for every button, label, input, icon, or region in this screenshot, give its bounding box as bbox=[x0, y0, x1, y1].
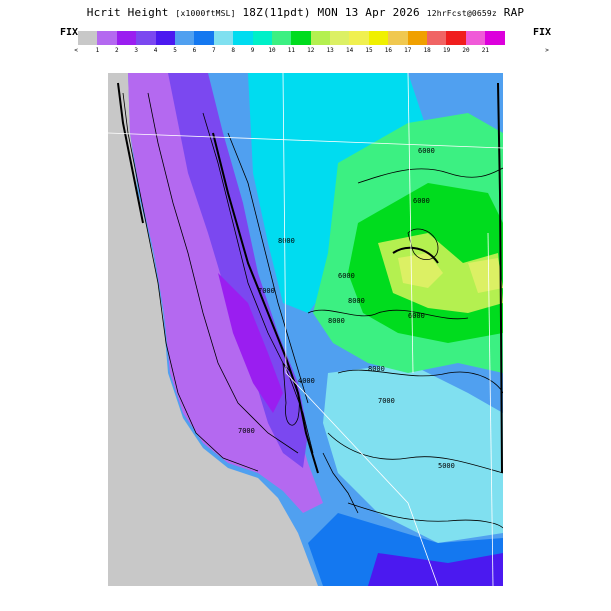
legend-swatch bbox=[233, 31, 253, 45]
legend-tick-label: 12 bbox=[307, 47, 315, 54]
legend-tick-row: < 1 2 3 4 5 6 7 8 9 10 11 12 13 14 15 16 17 18 19 20 21 > bbox=[74, 47, 549, 57]
legend-swatch bbox=[155, 31, 175, 45]
fix-label-left: FIX bbox=[60, 27, 79, 38]
contour-label: 5000 bbox=[438, 462, 455, 470]
title-valid-time: 18Z(11pdt) MON 13 Apr 2026 bbox=[242, 6, 420, 19]
color-legend bbox=[78, 31, 505, 45]
legend-greater-symbol: > bbox=[545, 47, 549, 54]
legend-tick-label: 10 bbox=[268, 47, 276, 54]
legend-tick-label: 8 bbox=[231, 47, 235, 54]
chart-title: Hcrit Height [x1000ftMSL] 18Z(11pdt) MON… bbox=[0, 6, 611, 19]
contour-label: 8000 bbox=[328, 317, 345, 325]
legend-swatch bbox=[252, 31, 272, 45]
thick-contour-lines bbox=[117, 82, 503, 474]
title-model: RAP bbox=[503, 6, 525, 19]
title-forecast: 12hrFcst@0659z bbox=[426, 9, 497, 18]
legend-swatch bbox=[213, 31, 234, 45]
legend-tick-label: 18 bbox=[423, 47, 431, 54]
contour-label: 4000 bbox=[298, 377, 315, 385]
legend-swatch bbox=[330, 31, 350, 45]
legend-tick-label: 5 bbox=[173, 47, 177, 54]
legend-swatch bbox=[446, 31, 466, 45]
legend-tick-label: 9 bbox=[250, 47, 255, 54]
legend-swatch bbox=[485, 31, 505, 45]
legend-swatch bbox=[136, 31, 156, 45]
legend-swatch bbox=[368, 31, 389, 45]
legend-tick-label: 2 bbox=[114, 47, 119, 54]
deep-blue-zone bbox=[368, 553, 503, 586]
contour-lines bbox=[122, 92, 503, 529]
contour-label: 8000 bbox=[348, 297, 365, 305]
legend-less-symbol: < bbox=[74, 47, 78, 54]
state-boundaries bbox=[108, 73, 503, 586]
legend-swatch bbox=[291, 31, 311, 45]
weather-map: 6000 6000 6000 6000 8000 8000 7000 8000 … bbox=[108, 73, 503, 586]
legend-swatch bbox=[97, 31, 117, 45]
legend-tick-label: 20 bbox=[462, 47, 470, 54]
light-cyan-zone bbox=[323, 363, 503, 543]
legend-swatch bbox=[427, 31, 447, 45]
legend-tick-label: 1 bbox=[95, 47, 100, 54]
contour-label: 8000 bbox=[368, 365, 385, 373]
legend-tick-label: 13 bbox=[326, 47, 334, 54]
contour-label: 7000 bbox=[258, 287, 275, 295]
legend-swatch bbox=[116, 31, 137, 45]
legend-swatch bbox=[349, 31, 369, 45]
contour-label: 6000 bbox=[418, 147, 435, 155]
legend-tick-label: 3 bbox=[134, 47, 138, 54]
contour-label-group: 6000 6000 6000 6000 8000 8000 7000 8000 … bbox=[238, 147, 455, 470]
legend-tick-label: 7 bbox=[211, 47, 216, 54]
contour-label: 6000 bbox=[338, 272, 355, 280]
contour-label: 7000 bbox=[378, 397, 395, 405]
legend-swatch bbox=[310, 31, 331, 45]
legend-tick-label: 6 bbox=[192, 47, 197, 54]
map-canvas: 6000 6000 6000 6000 8000 8000 7000 8000 … bbox=[108, 73, 503, 586]
legend-swatch bbox=[174, 31, 195, 45]
contour-label: 8000 bbox=[278, 237, 295, 245]
legend-tick-label: 17 bbox=[404, 47, 412, 54]
yellow-patch bbox=[398, 253, 443, 288]
legend-tick-label: 4 bbox=[153, 47, 158, 54]
contour-label: 6000 bbox=[408, 312, 425, 320]
legend-swatch bbox=[194, 31, 214, 45]
legend-tick-label: 19 bbox=[442, 47, 451, 54]
contour-label: 6000 bbox=[413, 197, 430, 205]
legend-tick-label: 21 bbox=[481, 47, 490, 54]
title-units: [x1000ftMSL] bbox=[175, 9, 236, 18]
legend-tick-label: 15 bbox=[365, 47, 373, 54]
legend-swatch bbox=[388, 31, 408, 45]
legend-swatch bbox=[407, 31, 428, 45]
yellow-patch-east bbox=[468, 258, 503, 293]
legend-swatch bbox=[465, 31, 486, 45]
fix-label-right: FIX bbox=[533, 27, 552, 38]
legend-tick-label: 16 bbox=[384, 47, 393, 54]
legend-tick-label: 11 bbox=[287, 47, 296, 54]
legend-swatch bbox=[271, 31, 292, 45]
contour-label: 7000 bbox=[238, 427, 255, 435]
legend-tick-label: 14 bbox=[345, 47, 354, 54]
purple-zone bbox=[218, 273, 283, 413]
title-variable: Hcrit Height bbox=[86, 6, 169, 19]
legend-swatch bbox=[78, 31, 98, 45]
